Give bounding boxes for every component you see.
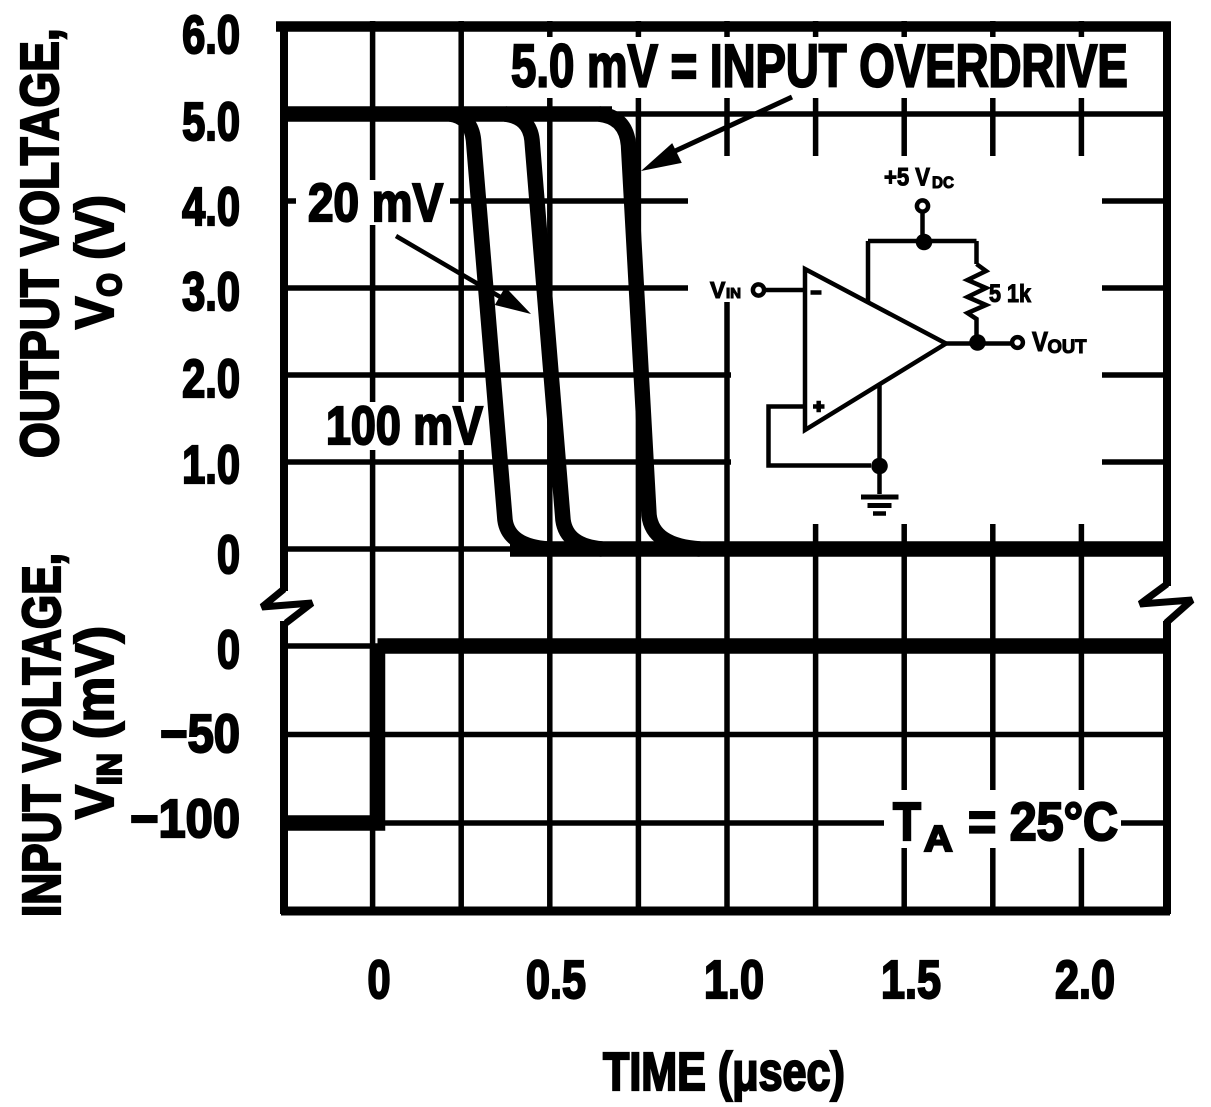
svg-text:5.0: 5.0 bbox=[182, 92, 240, 152]
svg-text:A: A bbox=[924, 820, 953, 860]
svg-text:0.5: 0.5 bbox=[526, 950, 586, 1010]
svg-text:2.0: 2.0 bbox=[1055, 950, 1115, 1010]
svg-text:VIN (mV): VIN (mV) bbox=[66, 626, 129, 819]
svg-text:+5 V: +5 V bbox=[884, 163, 930, 191]
svg-text:= 25°C: = 25°C bbox=[968, 792, 1118, 852]
svg-text:5.0 mV = INPUT OVERDRIVE: 5.0 mV = INPUT OVERDRIVE bbox=[511, 34, 1128, 100]
svg-text:0: 0 bbox=[217, 525, 240, 586]
svg-text:0: 0 bbox=[217, 620, 240, 681]
svg-text:100 mV: 100 mV bbox=[326, 395, 483, 456]
svg-text:3.0: 3.0 bbox=[182, 262, 240, 322]
svg-text:5 1k: 5 1k bbox=[989, 280, 1031, 308]
svg-text:T: T bbox=[893, 791, 921, 851]
svg-text:TIME (μsec): TIME (μsec) bbox=[603, 1042, 845, 1102]
svg-text:OUT: OUT bbox=[1048, 336, 1088, 357]
svg-text:2.0: 2.0 bbox=[182, 349, 240, 409]
svg-text:V: V bbox=[1032, 325, 1049, 357]
svg-text:IN: IN bbox=[726, 285, 741, 302]
svg-text:4.0: 4.0 bbox=[182, 177, 240, 237]
svg-text:OUTPUT VOLTAGE,: OUTPUT VOLTAGE, bbox=[10, 28, 70, 458]
svg-text:INPUT VOLTAGE,: INPUT VOLTAGE, bbox=[12, 553, 72, 917]
svg-text:V: V bbox=[710, 277, 726, 303]
svg-text:DC: DC bbox=[932, 173, 954, 192]
svg-text:1.5: 1.5 bbox=[881, 950, 941, 1010]
svg-text:1.0: 1.0 bbox=[704, 950, 764, 1010]
svg-text:20 mV: 20 mV bbox=[308, 172, 444, 232]
svg-text:0: 0 bbox=[367, 950, 390, 1011]
svg-text:6.0: 6.0 bbox=[182, 5, 240, 65]
svg-text:1.0: 1.0 bbox=[182, 435, 240, 495]
svg-text:−100: −100 bbox=[130, 788, 240, 849]
svg-text:VO (V): VO (V) bbox=[65, 195, 129, 329]
svg-text:−50: −50 bbox=[160, 703, 240, 764]
